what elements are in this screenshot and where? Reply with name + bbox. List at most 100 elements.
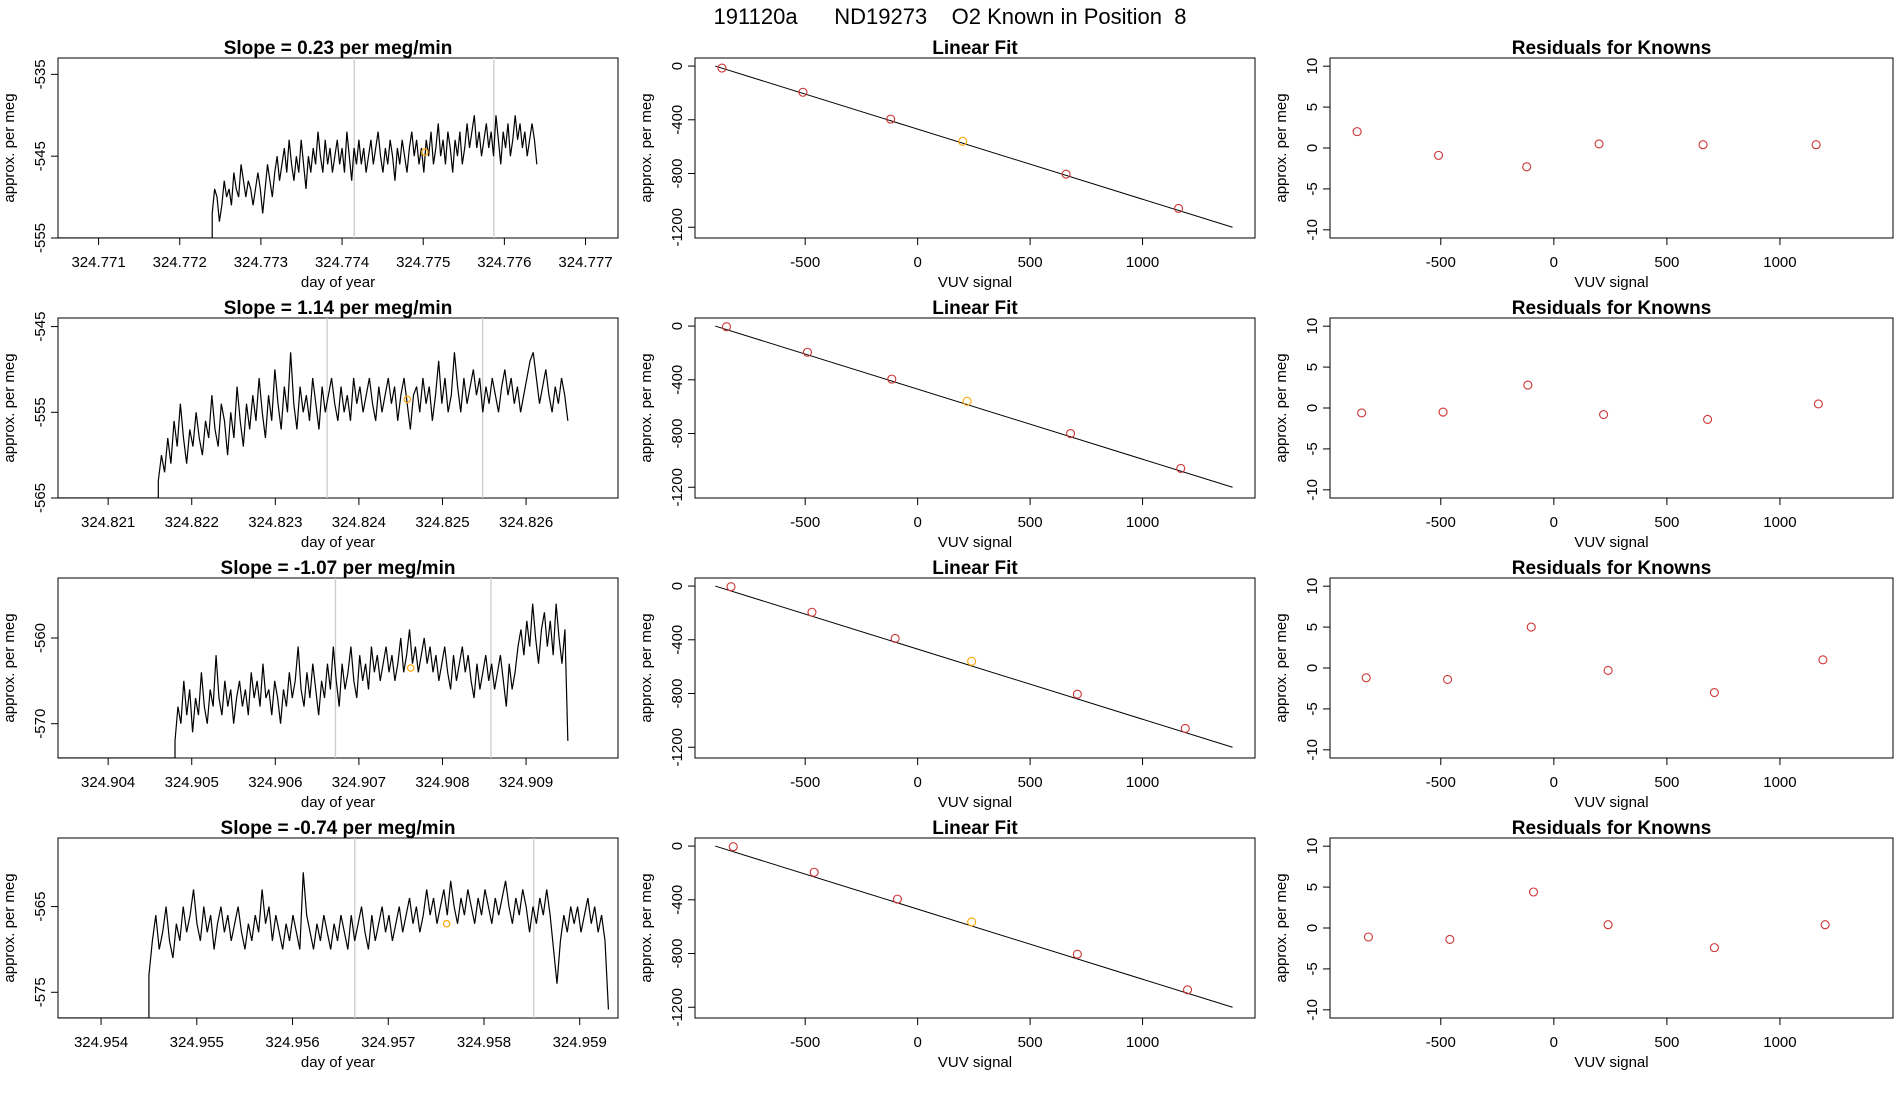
x-tick-label: 0 <box>913 514 921 531</box>
plot-frame <box>57 577 619 759</box>
data-point <box>1709 687 1719 698</box>
data-point <box>1813 399 1823 409</box>
x-tick-label: 500 <box>1654 254 1679 271</box>
data-point <box>967 656 977 666</box>
plot-frame <box>694 837 1256 1019</box>
y-tick-label: -575 <box>32 977 49 1007</box>
data-point <box>1522 162 1532 172</box>
plot-frame <box>1329 317 1894 499</box>
data-point <box>1820 920 1830 930</box>
y-axis-label: approx. per meg <box>638 353 655 462</box>
x-tick-label: 1000 <box>1763 774 1796 791</box>
x-tick-label: 324.956 <box>265 1034 319 1051</box>
x-tick-label: 0 <box>1550 1034 1558 1051</box>
data-point <box>1072 949 1082 959</box>
y-axis-label: approx. per meg <box>1273 93 1290 202</box>
y-tick-label: -1200 <box>669 988 686 1026</box>
data-point <box>1363 932 1373 942</box>
y-tick-label: 10 <box>1304 58 1321 75</box>
y-tick-label: 10 <box>1304 318 1321 335</box>
data-point <box>1818 655 1828 665</box>
panel-4-3: Residuals for Knowns VUV signal approx. pe… <box>1273 818 1894 1071</box>
x-tick-label: 0 <box>913 774 921 791</box>
x-tick-label: 0 <box>913 254 921 271</box>
y-tick-label: -545 <box>32 312 49 342</box>
y-axis-label: approx. per meg <box>1273 873 1290 982</box>
data-layer <box>58 58 538 238</box>
data-trace <box>58 872 610 1018</box>
y-tick-label: 0 <box>669 842 686 850</box>
y-axis-label: approx. per meg <box>1273 353 1290 462</box>
x-tick-label: 324.955 <box>170 1034 224 1051</box>
y-tick-label: -555 <box>32 223 49 253</box>
y-tick-label: 10 <box>1304 838 1321 855</box>
data-point <box>1361 673 1371 683</box>
data-point <box>1594 139 1604 149</box>
panel-title: Residuals for Knowns <box>1512 38 1712 59</box>
y-tick-label: -1200 <box>669 468 686 506</box>
data-point <box>892 894 902 904</box>
data-point <box>1173 203 1184 213</box>
data-point <box>1603 665 1613 676</box>
x-tick-label: 0 <box>913 1034 921 1051</box>
plot-frame <box>57 837 619 1019</box>
x-axis-label: day of year <box>301 274 375 291</box>
x-tick-label: 324.906 <box>248 774 302 791</box>
y-tick-label: -5 <box>1304 962 1321 975</box>
x-tick-label: 324.909 <box>499 774 553 791</box>
x-tick-label: 324.776 <box>477 254 531 271</box>
data-point <box>890 633 900 643</box>
y-tick-label: -800 <box>669 419 686 449</box>
x-tick-label: 324.959 <box>553 1034 607 1051</box>
x-tick-label: 324.772 <box>153 254 207 271</box>
data-point <box>1523 380 1533 390</box>
x-tick-label: 324.825 <box>415 514 469 531</box>
x-tick-label: 324.777 <box>558 254 612 271</box>
fit-line <box>715 585 1233 748</box>
x-axis-label: day of year <box>301 534 375 551</box>
panel-3-3: Residuals for Knowns VUV signal approx. pe… <box>1273 558 1894 811</box>
x-axis-label: VUV signal <box>1574 1054 1648 1071</box>
x-tick-label: 0 <box>1550 514 1558 531</box>
x-tick-label: 324.904 <box>81 774 135 791</box>
y-tick-label: -800 <box>669 159 686 189</box>
x-tick-label: 500 <box>1018 514 1043 531</box>
panel-title: Linear Fit <box>932 558 1018 579</box>
y-tick-label: 0 <box>669 322 686 330</box>
y-axis-label: approx. per meg <box>1 353 18 462</box>
data-layer <box>58 318 569 498</box>
y-tick-label: -5 <box>1304 182 1321 195</box>
x-tick-label: 1000 <box>1126 514 1159 531</box>
data-point <box>962 396 972 406</box>
y-tick-label: 5 <box>1304 103 1321 111</box>
x-tick-label: 324.954 <box>74 1034 128 1051</box>
data-point <box>967 917 977 927</box>
y-tick-label: 0 <box>669 62 686 70</box>
y-tick-label: 0 <box>669 582 686 590</box>
x-tick-label: 324.826 <box>499 514 553 531</box>
data-point <box>1698 140 1708 150</box>
panel-title: Linear Fit <box>932 818 1018 839</box>
x-tick-label: 500 <box>1654 774 1679 791</box>
x-tick-label: -500 <box>790 774 820 791</box>
plot-frame <box>57 317 619 499</box>
x-tick-label: 500 <box>1018 1034 1043 1051</box>
y-tick-label: -10 <box>1304 219 1321 241</box>
y-tick-label: 0 <box>1304 404 1321 412</box>
y-tick-label: 5 <box>1304 623 1321 631</box>
y-tick-label: 10 <box>1304 578 1321 595</box>
panel-title: Slope = -0.74 per meg/min <box>221 818 456 839</box>
x-tick-label: 324.905 <box>165 774 219 791</box>
y-axis-label: approx. per meg <box>638 873 655 982</box>
y-tick-label: -5 <box>1304 702 1321 715</box>
x-axis-label: VUV signal <box>938 534 1012 551</box>
y-tick-label: 0 <box>1304 144 1321 152</box>
fit-line <box>715 325 1233 488</box>
y-axis-label: approx. per meg <box>1 93 18 202</box>
data-layer <box>715 842 1233 1008</box>
x-tick-label: -500 <box>790 254 820 271</box>
x-tick-label: 500 <box>1654 1034 1679 1051</box>
reference-point <box>406 664 415 672</box>
reference-point <box>442 919 451 928</box>
